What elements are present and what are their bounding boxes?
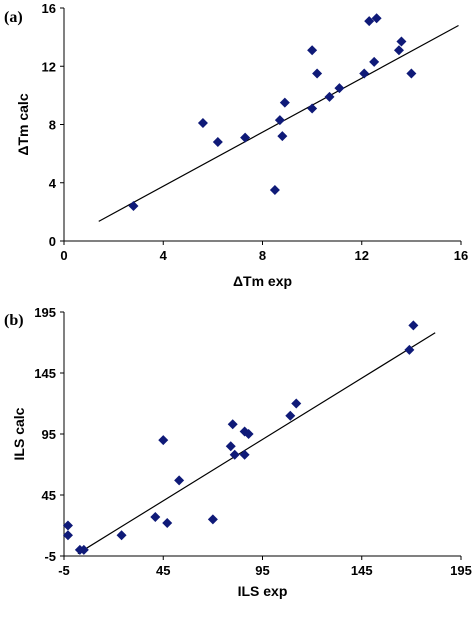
data-point-a <box>406 68 417 79</box>
data-point-b <box>62 530 73 541</box>
data-point-b <box>116 530 127 541</box>
data-point-a <box>364 16 375 27</box>
y-tick-label-a: 12 <box>42 59 56 74</box>
data-point-a <box>396 36 407 47</box>
y-tick-label-b: 145 <box>34 366 56 381</box>
data-point-b <box>78 544 89 555</box>
data-point-a <box>128 201 139 212</box>
data-point-b <box>162 518 173 529</box>
data-point-a <box>240 132 251 143</box>
y-tick-label-a: 0 <box>49 234 56 249</box>
panel-label-a: (a) <box>4 9 23 26</box>
x-tick-label-b: -5 <box>58 563 70 578</box>
data-point-a <box>371 13 382 24</box>
y-axis-label-b: ILS calc <box>11 407 27 460</box>
x-tick-label-a: 0 <box>60 248 67 263</box>
data-point-a <box>324 91 335 102</box>
x-tick-label-b: 195 <box>450 563 472 578</box>
x-tick-label-a: 12 <box>355 248 369 263</box>
x-axis-label-a: ΔTm exp <box>233 273 292 289</box>
data-point-a <box>277 131 288 142</box>
data-point-a <box>269 185 280 196</box>
y-axis-label-a: ΔTm calc <box>15 93 31 155</box>
data-point-b <box>227 419 238 430</box>
y-tick-label-b: 45 <box>42 488 56 503</box>
data-point-b <box>150 511 161 522</box>
x-tick-label-a: 16 <box>454 248 468 263</box>
data-point-b <box>229 449 240 460</box>
data-point-b <box>207 514 218 525</box>
y-tick-label-a: 8 <box>49 118 56 133</box>
data-point-b <box>291 398 302 409</box>
y-tick-label-a: 16 <box>42 1 56 16</box>
x-tick-label-a: 8 <box>259 248 266 263</box>
data-point-b <box>158 435 169 446</box>
y-tick-label-b: 195 <box>34 305 56 320</box>
x-axis-label-b: ILS exp <box>238 583 288 599</box>
data-point-a <box>393 45 404 56</box>
data-point-a <box>312 68 323 79</box>
data-point-a <box>197 118 208 129</box>
data-point-b <box>239 449 250 460</box>
x-tick-label-b: 95 <box>255 563 269 578</box>
data-point-b <box>285 410 296 421</box>
panel-label-b: (b) <box>4 312 24 329</box>
data-point-a <box>274 115 285 126</box>
y-tick-label-b: -5 <box>44 549 56 564</box>
x-tick-label-b: 145 <box>351 563 373 578</box>
data-point-a <box>359 68 370 79</box>
data-point-b <box>225 441 236 452</box>
data-point-a <box>212 136 223 147</box>
data-point-a <box>307 103 318 114</box>
data-point-a <box>279 97 290 108</box>
trendline-b <box>77 332 436 555</box>
data-point-b <box>243 429 254 439</box>
data-point-b <box>404 344 415 355</box>
data-point-a <box>369 56 380 67</box>
x-tick-label-a: 4 <box>160 248 168 263</box>
y-tick-label-b: 95 <box>42 427 56 442</box>
data-point-b <box>62 520 73 531</box>
y-tick-label-a: 4 <box>49 176 57 191</box>
data-point-a <box>334 83 345 94</box>
data-point-a <box>307 45 318 56</box>
data-point-b <box>408 320 419 331</box>
data-point-b <box>174 475 185 486</box>
x-tick-label-b: 45 <box>156 563 170 578</box>
